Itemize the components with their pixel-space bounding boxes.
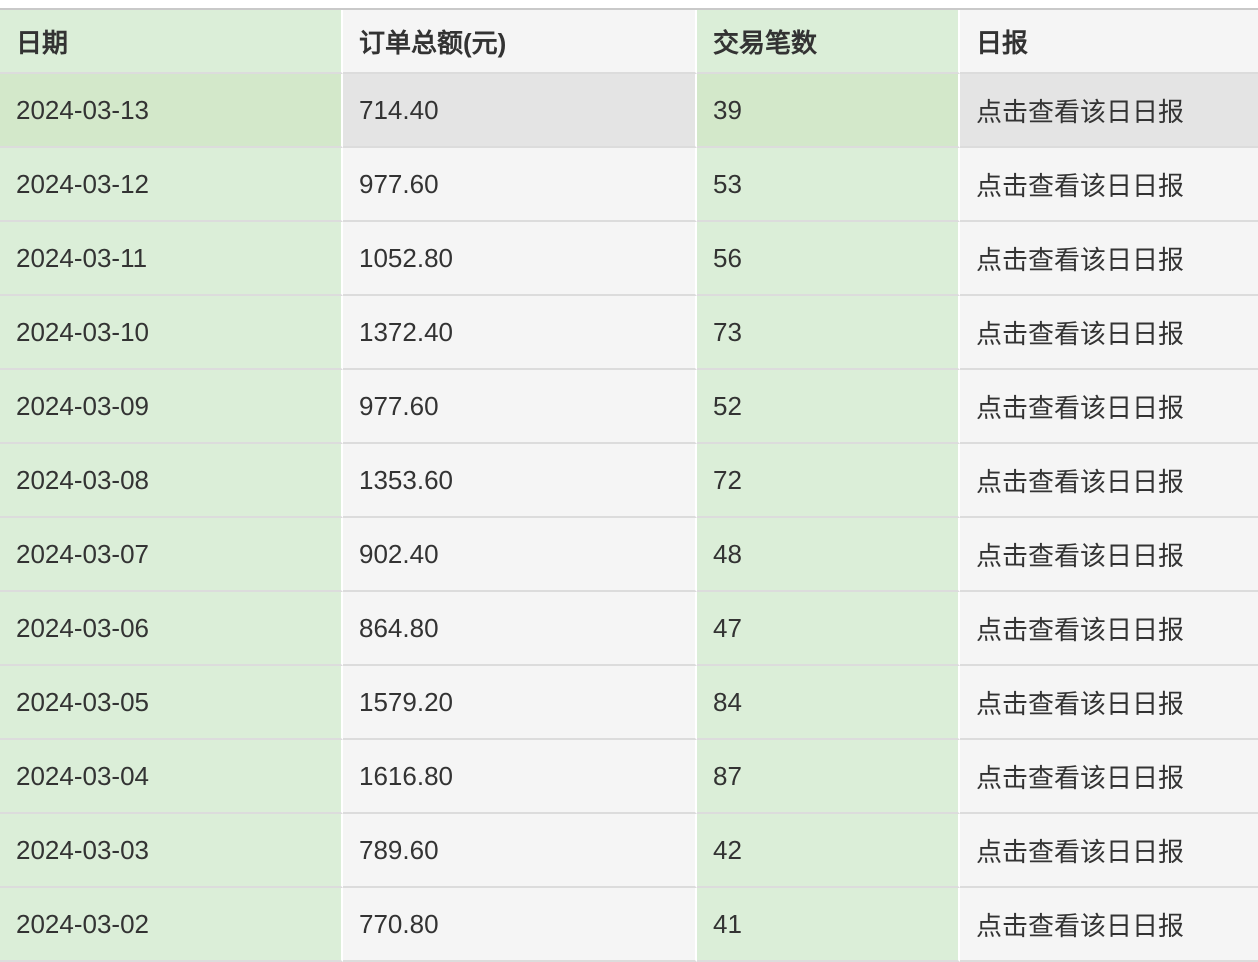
table-row: 2024-03-05 1579.20 84 点击查看该日日报 bbox=[0, 666, 1258, 740]
column-header-total: 订单总额(元) bbox=[343, 10, 697, 74]
report-link-cell[interactable]: 点击查看该日日报 bbox=[960, 592, 1258, 666]
table-row: 2024-03-11 1052.80 56 点击查看该日日报 bbox=[0, 222, 1258, 296]
header-row: 日期 订单总额(元) 交易笔数 日报 bbox=[0, 10, 1258, 74]
table-row: 2024-03-12 977.60 53 点击查看该日日报 bbox=[0, 148, 1258, 222]
report-link-cell[interactable]: 点击查看该日日报 bbox=[960, 74, 1258, 148]
report-link-cell[interactable]: 点击查看该日日报 bbox=[960, 148, 1258, 222]
report-link-cell[interactable]: 点击查看该日日报 bbox=[960, 296, 1258, 370]
total-cell: 977.60 bbox=[343, 370, 697, 444]
date-cell: 2024-03-03 bbox=[0, 814, 343, 888]
total-cell: 902.40 bbox=[343, 518, 697, 592]
table-row: 2024-03-02 770.80 41 点击查看该日日报 bbox=[0, 888, 1258, 962]
report-link-cell[interactable]: 点击查看该日日报 bbox=[960, 888, 1258, 962]
date-cell: 2024-03-06 bbox=[0, 592, 343, 666]
table-row: 2024-03-03 789.60 42 点击查看该日日报 bbox=[0, 814, 1258, 888]
total-cell: 1353.60 bbox=[343, 444, 697, 518]
table-row: 2024-03-13 714.40 39 点击查看该日日报 bbox=[0, 74, 1258, 148]
table-row: 2024-03-07 902.40 48 点击查看该日日报 bbox=[0, 518, 1258, 592]
count-cell: 47 bbox=[697, 592, 960, 666]
date-cell: 2024-03-04 bbox=[0, 740, 343, 814]
report-link-cell[interactable]: 点击查看该日日报 bbox=[960, 518, 1258, 592]
column-header-report: 日报 bbox=[960, 10, 1258, 74]
total-cell: 1616.80 bbox=[343, 740, 697, 814]
report-link-cell[interactable]: 点击查看该日日报 bbox=[960, 814, 1258, 888]
count-cell: 53 bbox=[697, 148, 960, 222]
date-cell: 2024-03-05 bbox=[0, 666, 343, 740]
table-row: 2024-03-08 1353.60 72 点击查看该日日报 bbox=[0, 444, 1258, 518]
date-cell: 2024-03-09 bbox=[0, 370, 343, 444]
column-header-date: 日期 bbox=[0, 10, 343, 74]
total-cell: 770.80 bbox=[343, 888, 697, 962]
date-cell: 2024-03-11 bbox=[0, 222, 343, 296]
daily-report-table: 日期 订单总额(元) 交易笔数 日报 2024-03-13 714.40 39 … bbox=[0, 8, 1258, 962]
table-row: 2024-03-09 977.60 52 点击查看该日日报 bbox=[0, 370, 1258, 444]
date-cell: 2024-03-12 bbox=[0, 148, 343, 222]
report-link-cell[interactable]: 点击查看该日日报 bbox=[960, 370, 1258, 444]
total-cell: 977.60 bbox=[343, 148, 697, 222]
count-cell: 73 bbox=[697, 296, 960, 370]
count-cell: 41 bbox=[697, 888, 960, 962]
total-cell: 1052.80 bbox=[343, 222, 697, 296]
report-link-cell[interactable]: 点击查看该日日报 bbox=[960, 222, 1258, 296]
total-cell: 1372.40 bbox=[343, 296, 697, 370]
count-cell: 42 bbox=[697, 814, 960, 888]
count-cell: 56 bbox=[697, 222, 960, 296]
count-cell: 48 bbox=[697, 518, 960, 592]
table-row: 2024-03-04 1616.80 87 点击查看该日日报 bbox=[0, 740, 1258, 814]
date-cell: 2024-03-02 bbox=[0, 888, 343, 962]
report-link-cell[interactable]: 点击查看该日日报 bbox=[960, 740, 1258, 814]
date-cell: 2024-03-08 bbox=[0, 444, 343, 518]
count-cell: 52 bbox=[697, 370, 960, 444]
total-cell: 864.80 bbox=[343, 592, 697, 666]
column-header-count: 交易笔数 bbox=[697, 10, 960, 74]
count-cell: 39 bbox=[697, 74, 960, 148]
date-cell: 2024-03-13 bbox=[0, 74, 343, 148]
total-cell: 714.40 bbox=[343, 74, 697, 148]
total-cell: 789.60 bbox=[343, 814, 697, 888]
table-row: 2024-03-06 864.80 47 点击查看该日日报 bbox=[0, 592, 1258, 666]
date-cell: 2024-03-07 bbox=[0, 518, 343, 592]
count-cell: 84 bbox=[697, 666, 960, 740]
table-row: 2024-03-10 1372.40 73 点击查看该日日报 bbox=[0, 296, 1258, 370]
table-body: 2024-03-13 714.40 39 点击查看该日日报 2024-03-12… bbox=[0, 74, 1258, 962]
date-cell: 2024-03-10 bbox=[0, 296, 343, 370]
count-cell: 72 bbox=[697, 444, 960, 518]
count-cell: 87 bbox=[697, 740, 960, 814]
total-cell: 1579.20 bbox=[343, 666, 697, 740]
table-header: 日期 订单总额(元) 交易笔数 日报 bbox=[0, 10, 1258, 74]
report-link-cell[interactable]: 点击查看该日日报 bbox=[960, 444, 1258, 518]
report-link-cell[interactable]: 点击查看该日日报 bbox=[960, 666, 1258, 740]
